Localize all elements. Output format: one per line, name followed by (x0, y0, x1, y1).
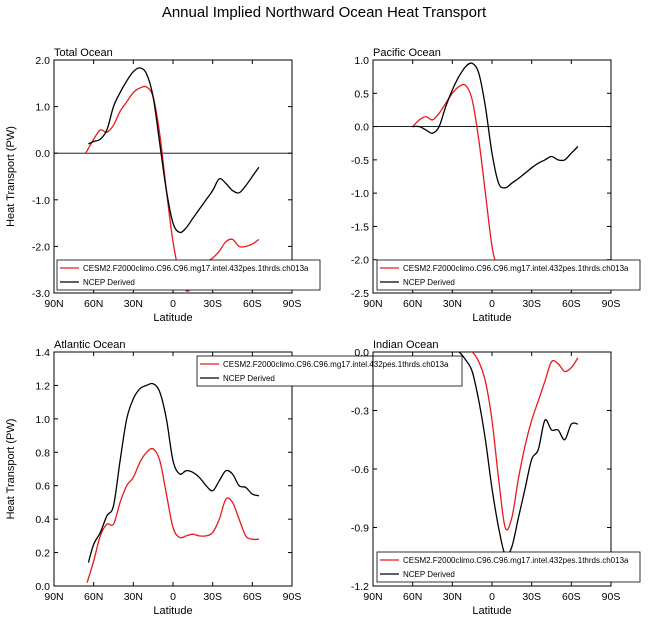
x-tick-label: 60S (243, 591, 262, 603)
y-tick-label: -0.9 (351, 523, 369, 535)
y-axis-label: Heat Transport (PW) (5, 126, 17, 227)
x-tick-label: 30S (203, 298, 222, 310)
legend-label-ncep: NCEP Derived (403, 570, 455, 579)
y-tick-label: -1.5 (351, 221, 369, 233)
x-tick-label: 30S (522, 298, 541, 310)
legend: CESM2.F2000climo.C96.C96.mg17.intel.432p… (56, 259, 321, 291)
y-tick-label: 1.2 (35, 380, 50, 392)
y-tick-label: -2.5 (351, 288, 369, 300)
x-tick-label: 60N (84, 298, 103, 310)
x-tick-label: 0 (489, 591, 495, 603)
model-series-line (412, 83, 579, 287)
y-tick-label: 0.0 (35, 581, 50, 593)
y-tick-label: 0.8 (35, 447, 50, 459)
x-axis-label: Latitude (472, 605, 511, 617)
legend-box (376, 259, 641, 291)
panel-title: Indian Ocean (373, 339, 438, 351)
y-tick-label: 0.4 (35, 514, 50, 526)
plot-frame (53, 59, 293, 294)
model-series-line (458, 352, 579, 531)
y-tick-label: -2.0 (32, 241, 50, 253)
plot-frame (53, 351, 293, 587)
x-tick-label: 30S (522, 591, 541, 603)
x-tick-label: 60S (562, 591, 581, 603)
panel-3: Atlantic Ocean 90N 60N 30N 0 30S 60S 90S 1.4 1.2 1… (5, 339, 463, 617)
x-tick-label: 60N (403, 298, 422, 310)
y-axis-label: Heat Transport (PW) (5, 419, 17, 520)
y-tick-label: -1.2 (351, 581, 369, 593)
y-tick-label: -1.0 (351, 188, 369, 200)
y-tick-label: 2.0 (35, 55, 50, 67)
y-tick-label: 1.0 (354, 55, 369, 67)
y-tick-label: -2.0 (351, 255, 369, 267)
legend-label-model: CESM2.F2000climo.C96.C96.mg17.intel.432p… (223, 360, 449, 369)
x-tick-label: 90S (602, 298, 621, 310)
panel-title: Pacific Ocean (373, 47, 441, 59)
x-tick-label: 90S (602, 591, 621, 603)
x-tick-label: 90S (283, 298, 302, 310)
legend-label-model: CESM2.F2000climo.C96.C96.mg17.intel.432p… (83, 264, 309, 273)
y-tick-label: 1.4 (35, 347, 50, 359)
legend-box (56, 259, 321, 291)
legend: CESM2.F2000climo.C96.C96.mg17.intel.432p… (376, 551, 641, 583)
y-tick-label: -3.0 (32, 288, 50, 300)
legend-label-ncep: NCEP Derived (403, 278, 455, 287)
panel-title: Atlantic Ocean (54, 339, 126, 351)
plot-frame (372, 59, 612, 294)
x-tick-label: 60S (562, 298, 581, 310)
y-tick-label: 0.0 (35, 148, 50, 160)
panel-1: Total Ocean 90N 60N 30N 0 30S 60S 90S 2.0 1.0 0.0 -… (5, 47, 321, 324)
ncep-series-line (412, 62, 579, 189)
panel-4: Indian Ocean 90N 60N 30N 0 30S 60S 90S 0.0 -0.3 -0… (351, 339, 641, 617)
x-tick-label: 90S (283, 591, 302, 603)
y-tick-label: -0.6 (351, 464, 369, 476)
plot-frame (372, 351, 612, 587)
x-tick-label: 30S (203, 591, 222, 603)
ncep-series-line (87, 382, 260, 563)
x-tick-label: 30N (124, 591, 143, 603)
model-series-line (86, 447, 259, 583)
x-tick-label: 90N (363, 298, 382, 310)
model-series-line (85, 85, 260, 292)
y-tick-label: -0.5 (351, 155, 369, 167)
legend-label-model: CESM2.F2000climo.C96.C96.mg17.intel.432p… (403, 264, 629, 273)
x-tick-label: 30N (124, 298, 143, 310)
y-tick-label: 0.6 (35, 481, 50, 493)
legend-box (376, 551, 641, 583)
x-tick-label: 0 (170, 298, 176, 310)
legend: CESM2.F2000climo.C96.C96.mg17.intel.432p… (196, 355, 463, 387)
figure-title: Annual Implied Northward Ocean Heat Tran… (162, 4, 487, 21)
y-tick-label: -1.0 (32, 195, 50, 207)
ncep-series-line (452, 352, 579, 557)
legend-box (196, 355, 463, 387)
x-tick-label: 30N (443, 298, 462, 310)
legend: CESM2.F2000climo.C96.C96.mg17.intel.432p… (376, 259, 641, 291)
x-tick-label: 90N (44, 591, 63, 603)
x-tick-label: 90N (44, 298, 63, 310)
y-tick-label: 0.0 (354, 122, 369, 134)
legend-label-model: CESM2.F2000climo.C96.C96.mg17.intel.432p… (403, 556, 629, 565)
x-tick-label: 60N (403, 591, 422, 603)
x-tick-label: 0 (170, 591, 176, 603)
x-axis-label: Latitude (153, 605, 192, 617)
x-tick-label: 90N (363, 591, 382, 603)
x-tick-label: 0 (489, 298, 495, 310)
x-tick-label: 60N (84, 591, 103, 603)
x-tick-label: 30N (443, 591, 462, 603)
panel-2: Pacific Ocean 90N 60N 30N 0 30S 60S 90S 1.0 0.5 0.… (351, 47, 641, 324)
legend-label-ncep: NCEP Derived (83, 278, 135, 287)
panel-title: Total Ocean (54, 47, 113, 59)
legend-label-ncep: NCEP Derived (223, 374, 275, 383)
x-axis-label: Latitude (472, 312, 511, 324)
y-tick-label: 1.0 (35, 102, 50, 114)
x-tick-label: 60S (243, 298, 262, 310)
y-tick-label: 0.5 (354, 88, 369, 100)
x-axis-label: Latitude (153, 312, 192, 324)
ncep-series-line (88, 67, 260, 234)
y-tick-label: 0.0 (354, 347, 369, 359)
y-tick-label: 1.0 (35, 414, 50, 426)
y-tick-label: -0.3 (351, 406, 369, 418)
y-tick-label: 0.2 (35, 548, 50, 560)
